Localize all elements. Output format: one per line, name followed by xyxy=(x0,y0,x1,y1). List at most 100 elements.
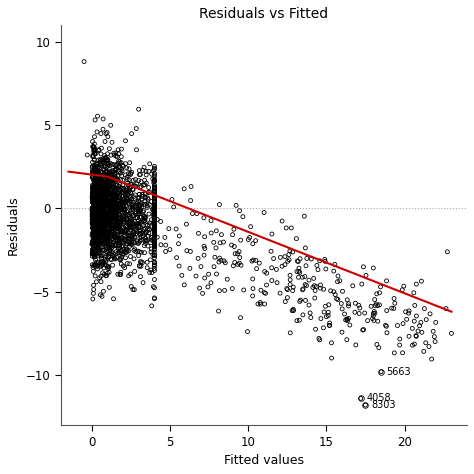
Point xyxy=(102,212,109,219)
Point xyxy=(144,204,151,211)
Point xyxy=(100,185,107,192)
Point xyxy=(151,194,158,202)
Point xyxy=(116,247,123,255)
Point xyxy=(151,206,158,213)
Point xyxy=(97,175,104,183)
Point xyxy=(92,176,100,184)
Point xyxy=(91,198,98,205)
Point xyxy=(106,176,114,184)
Point xyxy=(90,197,98,205)
Point xyxy=(118,198,126,205)
Point xyxy=(100,232,107,239)
Point xyxy=(135,206,142,214)
Point xyxy=(91,225,99,233)
Point xyxy=(122,199,129,206)
Point xyxy=(151,198,158,206)
Point xyxy=(109,221,116,228)
Point xyxy=(91,189,98,196)
Point xyxy=(108,207,115,214)
Point xyxy=(270,255,277,262)
Point xyxy=(312,283,320,291)
Point xyxy=(115,214,123,222)
Point xyxy=(112,204,119,211)
Point xyxy=(103,228,111,236)
Point xyxy=(99,193,106,201)
Point xyxy=(94,169,101,176)
Point xyxy=(109,231,117,239)
Point xyxy=(90,195,98,203)
Point xyxy=(121,206,129,213)
Point xyxy=(90,199,98,207)
Point xyxy=(115,249,122,257)
Point xyxy=(249,240,256,247)
Point xyxy=(101,190,109,198)
Point xyxy=(98,205,106,213)
Point xyxy=(367,302,375,310)
Point xyxy=(93,179,100,187)
Point xyxy=(89,182,97,190)
Point xyxy=(146,226,154,234)
Point xyxy=(99,220,106,228)
Point xyxy=(88,219,96,227)
Point xyxy=(88,231,96,239)
Point xyxy=(90,194,98,201)
Point xyxy=(431,338,439,346)
Point xyxy=(106,212,114,219)
Point xyxy=(101,138,109,146)
Point xyxy=(92,185,100,192)
Point xyxy=(96,177,103,184)
Point xyxy=(105,199,113,206)
Point xyxy=(130,238,137,246)
Point xyxy=(110,195,118,202)
Point xyxy=(151,170,158,177)
Point xyxy=(91,186,99,193)
Point xyxy=(91,133,98,141)
Point xyxy=(232,201,240,209)
Point xyxy=(119,242,127,250)
Point xyxy=(114,189,121,197)
Point xyxy=(151,188,158,195)
Point xyxy=(357,395,365,402)
Point xyxy=(99,177,107,185)
Point xyxy=(260,209,268,216)
Point xyxy=(103,252,110,259)
Point xyxy=(100,191,108,199)
Point xyxy=(346,321,354,329)
Point xyxy=(96,204,103,211)
Point xyxy=(126,222,133,230)
Point xyxy=(96,161,104,168)
Point xyxy=(411,301,419,309)
Point xyxy=(261,268,268,275)
Point xyxy=(207,279,215,287)
Point xyxy=(151,194,158,201)
Point xyxy=(151,202,158,210)
Point xyxy=(151,236,158,244)
Point xyxy=(91,208,99,215)
Point xyxy=(307,314,315,321)
Point xyxy=(151,197,158,205)
Point xyxy=(91,188,98,195)
Point xyxy=(97,192,105,200)
Point xyxy=(116,211,123,219)
Point xyxy=(107,159,114,167)
Point xyxy=(151,177,158,184)
Point xyxy=(96,251,103,258)
Text: 5663: 5663 xyxy=(387,367,411,377)
Point xyxy=(100,187,108,194)
Point xyxy=(142,190,149,197)
Point xyxy=(105,193,112,201)
Point xyxy=(111,212,119,219)
Point xyxy=(118,229,125,237)
Point xyxy=(358,280,365,288)
Point xyxy=(102,218,109,225)
Point xyxy=(102,222,109,229)
Point xyxy=(95,191,103,199)
Point xyxy=(151,183,158,191)
Point xyxy=(89,246,96,253)
Point xyxy=(119,192,127,200)
Point xyxy=(148,234,155,241)
Point xyxy=(122,192,129,200)
Point xyxy=(137,201,144,209)
Point xyxy=(151,213,158,220)
Point xyxy=(92,205,100,212)
